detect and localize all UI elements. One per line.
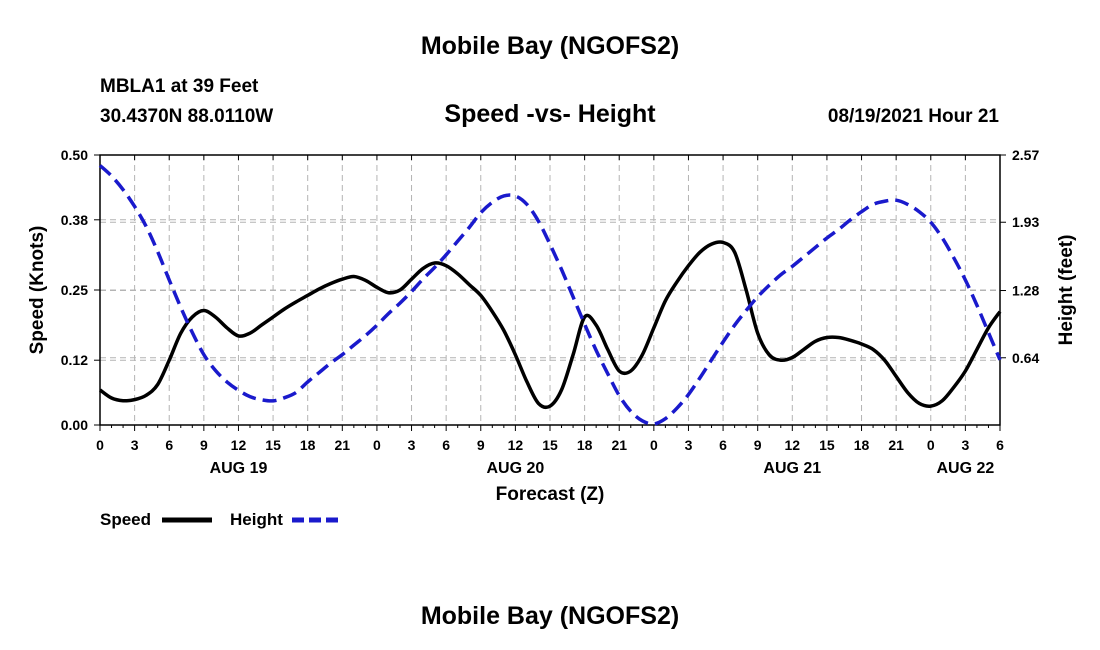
page-title-bottom: Mobile Bay (NGOFS2)	[420, 602, 680, 630]
y-tick-label: 0.00	[61, 417, 88, 433]
x-tick-label: 0	[650, 437, 658, 453]
y-tick-label: 0.50	[61, 147, 88, 163]
legend-label-height: Height	[230, 510, 283, 529]
x-tick-label: 6	[165, 437, 173, 453]
x-tick-label: 6	[996, 437, 1004, 453]
chart-subtitle: Speed -vs- Height	[444, 100, 656, 128]
x-tick-label: 21	[611, 437, 627, 453]
x-tick-label: 9	[754, 437, 762, 453]
x-tick-label: 3	[131, 437, 139, 453]
x-tick-label: 21	[335, 437, 351, 453]
y2-tick-label: 1.28	[1012, 283, 1039, 299]
x-tick-label: 3	[408, 437, 416, 453]
x-tick-label: 3	[961, 437, 969, 453]
x-tick-label: 3	[685, 437, 693, 453]
x-tick-label: 18	[854, 437, 870, 453]
y-tick-label: 0.38	[61, 212, 88, 228]
x-tick-label: 6	[719, 437, 727, 453]
x-tick-label: 12	[231, 437, 247, 453]
x-tick-label: 18	[300, 437, 316, 453]
x-tick-label: 15	[542, 437, 558, 453]
date-label: AUG 22	[936, 460, 994, 477]
date-label: AUG 20	[486, 460, 544, 477]
y2-tick-label: 1.93	[1012, 214, 1039, 230]
x-tick-label: 15	[819, 437, 835, 453]
legend-label-speed: Speed	[100, 510, 151, 529]
y-axis-label: Speed (Knots)	[27, 226, 48, 355]
date-label: AUG 19	[210, 460, 268, 477]
x-tick-label: 15	[265, 437, 281, 453]
date-label: AUG 21	[763, 460, 821, 477]
x-tick-label: 0	[927, 437, 935, 453]
series-line-height	[98, 164, 1002, 426]
series-line-speed	[98, 240, 1002, 410]
x-axis-label: Forecast (Z)	[496, 484, 605, 505]
y-tick-label: 0.25	[61, 282, 88, 298]
x-tick-label: 12	[508, 437, 524, 453]
x-tick-label: 12	[785, 437, 801, 453]
x-tick-label: 0	[96, 437, 104, 453]
y2-tick-label: 2.57	[1012, 147, 1039, 163]
station-coordinates: 30.4370N 88.0110W	[100, 106, 274, 127]
y2-axis-label: Height (feet)	[1056, 235, 1077, 346]
x-tick-label: 0	[373, 437, 381, 453]
x-tick-label: 21	[888, 437, 904, 453]
y-tick-label: 0.12	[61, 352, 88, 368]
station-name: MBLA1 at 39 Feet	[100, 76, 259, 97]
forecast-datetime: 08/19/2021 Hour 21	[827, 106, 999, 127]
x-tick-label: 6	[442, 437, 450, 453]
x-tick-label: 18	[577, 437, 593, 453]
y2-tick-label: 0.64	[1012, 350, 1039, 366]
x-tick-label: 9	[477, 437, 485, 453]
page-title-top: Mobile Bay (NGOFS2)	[420, 32, 680, 60]
x-tick-label: 9	[200, 437, 208, 453]
